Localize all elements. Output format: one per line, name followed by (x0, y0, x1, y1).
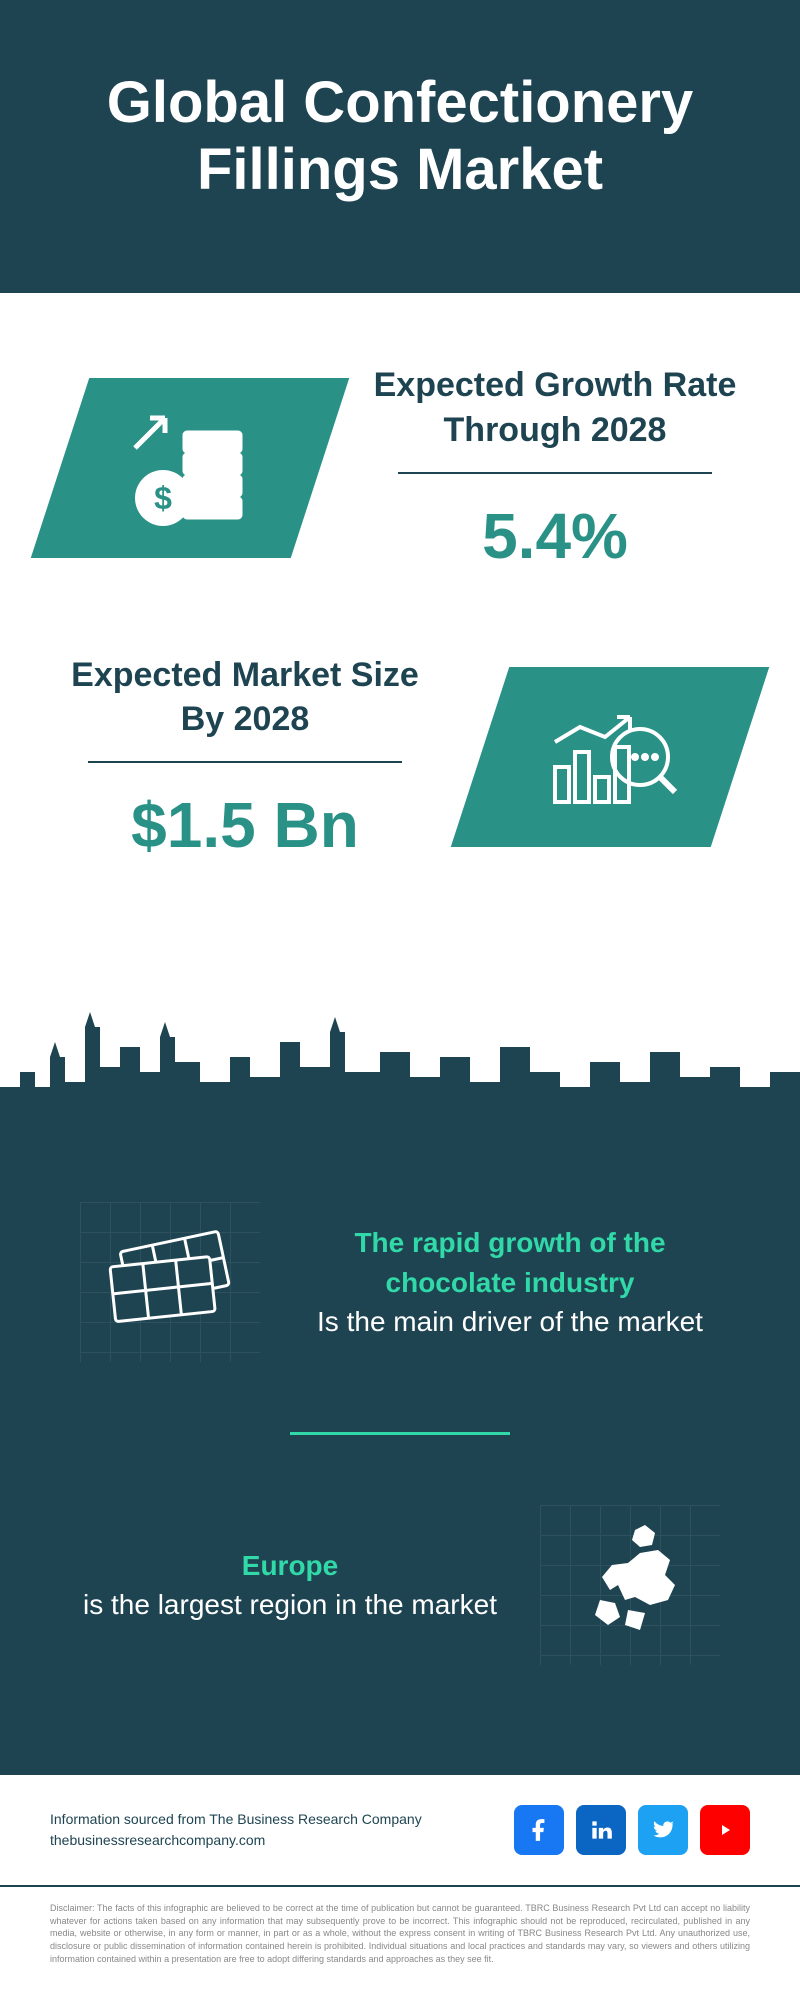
facebook-icon[interactable] (514, 1805, 564, 1855)
stat-market-size: Expected Market Size By 2028 $1.5 Bn (60, 653, 740, 862)
linkedin-icon[interactable] (576, 1805, 626, 1855)
skyline-divider (0, 1002, 800, 1122)
social-icons (514, 1805, 750, 1855)
divider (88, 761, 403, 763)
stat-value: 5.4% (370, 499, 740, 573)
svg-text:$: $ (154, 480, 172, 516)
info-text: Europe is the largest region in the mark… (80, 1546, 500, 1624)
stat-text-block: Expected Market Size By 2028 $1.5 Bn (60, 653, 430, 862)
footer-line2: thebusinessresearchcompany.com (50, 1830, 422, 1851)
info-text: The rapid growth of the chocolate indust… (300, 1223, 720, 1341)
stat-growth-rate: $ Expected Growth Rate Through 2028 5.4% (60, 363, 740, 572)
grid-icon-wrap (80, 1202, 260, 1362)
stats-section: $ Expected Growth Rate Through 2028 5.4% (0, 293, 800, 1002)
parallelogram-shape (451, 667, 769, 847)
grid-icon-wrap (540, 1505, 720, 1665)
info-europe: Europe is the largest region in the mark… (60, 1475, 740, 1695)
info-subtext: is the largest region in the market (83, 1589, 497, 1620)
disclaimer-text: Disclaimer: The facts of this infographi… (50, 1902, 750, 1965)
stat-label: Expected Growth Rate Through 2028 (370, 363, 740, 451)
info-highlight: The rapid growth of the chocolate indust… (354, 1227, 665, 1297)
info-chocolate: The rapid growth of the chocolate indust… (60, 1172, 740, 1392)
divider (398, 472, 713, 474)
footer-line1: Information sourced from The Business Re… (50, 1809, 422, 1830)
stat-value: $1.5 Bn (60, 788, 430, 862)
dark-info-section: The rapid growth of the chocolate indust… (0, 1122, 800, 1775)
info-subtext: Is the main driver of the market (317, 1306, 703, 1337)
disclaimer-section: Disclaimer: The facts of this infographi… (0, 1885, 800, 1995)
money-growth-icon: $ (115, 403, 265, 533)
youtube-icon[interactable] (700, 1805, 750, 1855)
info-highlight: Europe (242, 1550, 338, 1581)
footer-source: Information sourced from The Business Re… (50, 1809, 422, 1851)
stat-text-block: Expected Growth Rate Through 2028 5.4% (370, 363, 740, 572)
section-divider (290, 1432, 510, 1435)
page-title: Global Confectionery Fillings Market (40, 70, 760, 203)
header: Global Confectionery Fillings Market (0, 0, 800, 293)
stat-label: Expected Market Size By 2028 (60, 653, 430, 741)
parallelogram-shape: $ (31, 378, 349, 558)
europe-map-icon (540, 1505, 720, 1665)
twitter-icon[interactable] (638, 1805, 688, 1855)
chocolate-icon (80, 1202, 260, 1362)
chart-analysis-icon (535, 692, 685, 822)
footer: Information sourced from The Business Re… (0, 1775, 800, 1875)
